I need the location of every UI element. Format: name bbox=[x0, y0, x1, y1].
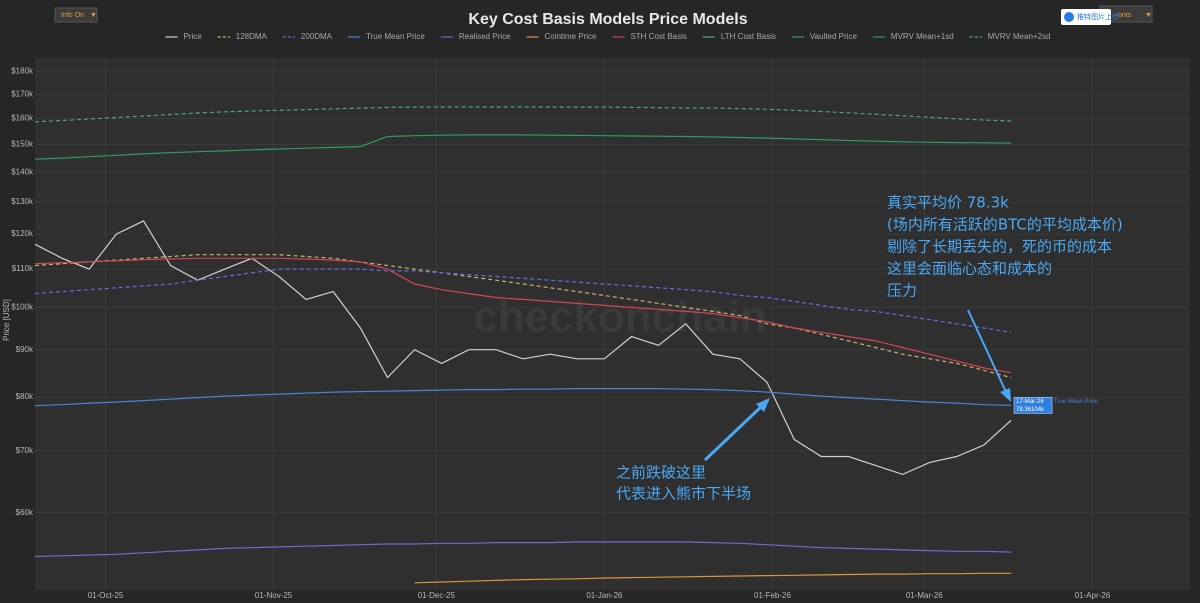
x-tick-label: 01-Oct-25 bbox=[88, 591, 124, 600]
watermark: checkonchain bbox=[473, 293, 766, 342]
y-tick-label: $100k bbox=[11, 303, 34, 312]
tooltip-box bbox=[1013, 397, 1053, 414]
legend-label: MVRV Mean+1sd bbox=[891, 32, 954, 41]
info-button-label[interactable]: Info On bbox=[61, 12, 84, 19]
x-tick-label: 01-Apr-26 bbox=[1075, 591, 1111, 600]
badge[interactable]: onts ▼ 推特图片上传 bbox=[1061, 5, 1153, 25]
y-tick-label: $140k bbox=[11, 167, 34, 176]
legend-label: Realised Price bbox=[459, 32, 511, 41]
badge-label: 推特图片上传 bbox=[1077, 12, 1119, 21]
y-tick-label: $180k bbox=[11, 66, 34, 75]
annotation-line: 真实平均价 78.3k bbox=[887, 194, 1009, 212]
info-button-box[interactable] bbox=[54, 7, 98, 23]
y-tick-label: $150k bbox=[11, 140, 34, 149]
annotation-line: (场内所有活跃的BTC的平均成本价) bbox=[887, 216, 1123, 234]
series-line bbox=[34, 257, 1012, 374]
legend-label: Cointime Price bbox=[544, 32, 597, 41]
annotation-line: 剔除了长期丢失的，死的币的成本 bbox=[887, 238, 1112, 256]
series-line bbox=[34, 106, 1012, 123]
y-tick-label: $80k bbox=[16, 392, 34, 401]
x-tick-label: 01-Nov-25 bbox=[255, 591, 293, 600]
y-tick-label: $60k bbox=[16, 508, 34, 517]
grid bbox=[35, 58, 1190, 590]
annotation-line: 这里会面临心态和成本的 bbox=[887, 260, 1052, 278]
series-line bbox=[34, 268, 1012, 333]
arrow-head bbox=[756, 398, 770, 412]
y-tick-label: $130k bbox=[11, 197, 34, 206]
legend-label: 128DMA bbox=[236, 32, 268, 41]
legend-label: STH Cost Basis bbox=[630, 32, 686, 41]
series-line bbox=[34, 541, 1012, 558]
tooltip-date: 17-Mar-26 bbox=[1016, 399, 1044, 405]
tooltip-value: 78.36104k bbox=[1016, 407, 1045, 413]
legend-label: MVRV Mean+2sd bbox=[988, 32, 1051, 41]
y-tick-label: $160k bbox=[11, 114, 34, 123]
series-line bbox=[34, 388, 1012, 407]
annotations: 真实平均价 78.3k (场内所有活跃的BTC的平均成本价) 剔除了长期丢失的，死的… bbox=[616, 194, 1123, 503]
dropdown-caret: ▼ bbox=[1145, 12, 1152, 19]
annotation-line: 之前跌破这里 bbox=[616, 464, 706, 482]
y-axis-title: Price [USD] bbox=[2, 299, 11, 341]
y-tick-label: $170k bbox=[11, 89, 34, 98]
arrows bbox=[703, 309, 1011, 462]
y-tick-label: $110k bbox=[12, 264, 34, 273]
x-tick-label: 01-Feb-26 bbox=[754, 591, 791, 600]
series-line bbox=[34, 134, 1012, 160]
series-lines bbox=[34, 106, 1012, 584]
legend-label: 200DMA bbox=[301, 32, 333, 41]
legend-label: Vaulted Price bbox=[810, 32, 858, 41]
legend-label: LTH Cost Basis bbox=[721, 32, 776, 41]
y-tick-label: $90k bbox=[16, 345, 34, 354]
badge-suffix: onts bbox=[1118, 12, 1132, 19]
arrow bbox=[967, 309, 1007, 393]
series-line bbox=[34, 254, 1012, 379]
chart-title: Key Cost Basis Models Price Models bbox=[468, 11, 747, 28]
x-tick-label: 01-Dec-25 bbox=[418, 591, 456, 600]
plot-area bbox=[35, 58, 1190, 590]
annotation-line: 代表进入熊市下半场 bbox=[616, 485, 751, 503]
badge-chip[interactable] bbox=[1061, 9, 1111, 25]
annotation-line: 压力 bbox=[887, 282, 917, 300]
dropdown-caret: ▼ bbox=[90, 12, 97, 19]
arrow-head bbox=[1000, 388, 1011, 402]
x-tick-label: 01-Jan-26 bbox=[586, 591, 623, 600]
tooltip-series: True Mean Price bbox=[1054, 399, 1099, 405]
arrow bbox=[703, 404, 764, 462]
x-tick-label: 01-Mar-26 bbox=[906, 591, 943, 600]
y-tick-label: $70k bbox=[16, 446, 34, 455]
y-tick-label: $120k bbox=[11, 229, 34, 238]
legend-label: True Mean Price bbox=[366, 32, 425, 41]
info-button[interactable]: Info On ▼ bbox=[54, 7, 98, 23]
series-line bbox=[414, 572, 1012, 584]
legend: Price 128DMA 200DMA True Mean Price Realised… bbox=[165, 32, 1051, 41]
legend-label: Price bbox=[184, 32, 203, 41]
badge-icon bbox=[1064, 12, 1074, 22]
